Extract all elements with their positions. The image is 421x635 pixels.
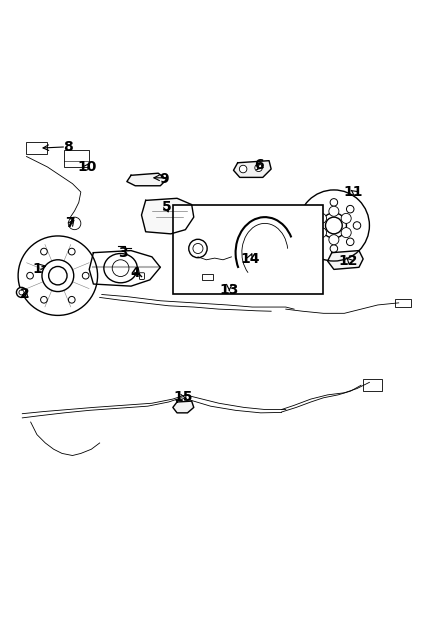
Text: 14: 14 [240, 252, 260, 266]
Text: 12: 12 [339, 254, 358, 268]
Circle shape [314, 205, 321, 213]
Circle shape [68, 297, 75, 303]
Circle shape [255, 164, 262, 171]
Circle shape [240, 165, 247, 173]
Text: 2: 2 [19, 288, 29, 302]
Circle shape [40, 297, 47, 303]
Bar [173, 204, 323, 295]
Text: 3: 3 [118, 246, 128, 260]
Polygon shape [173, 401, 194, 413]
Circle shape [346, 205, 354, 213]
Circle shape [68, 217, 81, 230]
Text: 7: 7 [66, 217, 75, 231]
Circle shape [329, 235, 339, 244]
Text: 1: 1 [32, 262, 42, 276]
Text: 9: 9 [160, 173, 169, 187]
Circle shape [189, 239, 207, 258]
Circle shape [193, 243, 203, 253]
Bar [64, 150, 89, 167]
Circle shape [307, 222, 314, 229]
Polygon shape [234, 161, 271, 177]
Bar [394, 298, 411, 307]
Bar [202, 274, 213, 280]
Circle shape [346, 238, 354, 246]
Circle shape [317, 213, 327, 224]
Text: 5: 5 [162, 199, 171, 213]
Polygon shape [328, 251, 363, 269]
Circle shape [341, 213, 351, 224]
Bar [27, 142, 48, 154]
Circle shape [83, 272, 89, 279]
Circle shape [317, 227, 327, 237]
Circle shape [40, 248, 47, 255]
Circle shape [27, 272, 33, 279]
Circle shape [68, 248, 75, 255]
Text: 13: 13 [220, 283, 239, 297]
Circle shape [314, 238, 321, 246]
Text: 10: 10 [77, 160, 97, 174]
Circle shape [16, 288, 27, 297]
Circle shape [330, 199, 338, 206]
Polygon shape [141, 198, 194, 234]
Circle shape [341, 227, 351, 237]
Polygon shape [127, 173, 167, 186]
FancyBboxPatch shape [139, 273, 144, 279]
Bar [363, 379, 382, 391]
Circle shape [329, 206, 339, 217]
Text: 11: 11 [343, 185, 362, 199]
Circle shape [330, 245, 338, 252]
Circle shape [19, 290, 24, 295]
Text: 4: 4 [131, 266, 140, 280]
Text: 8: 8 [64, 140, 73, 154]
Text: 15: 15 [173, 390, 193, 404]
Circle shape [353, 222, 361, 229]
Text: 6: 6 [254, 158, 264, 172]
